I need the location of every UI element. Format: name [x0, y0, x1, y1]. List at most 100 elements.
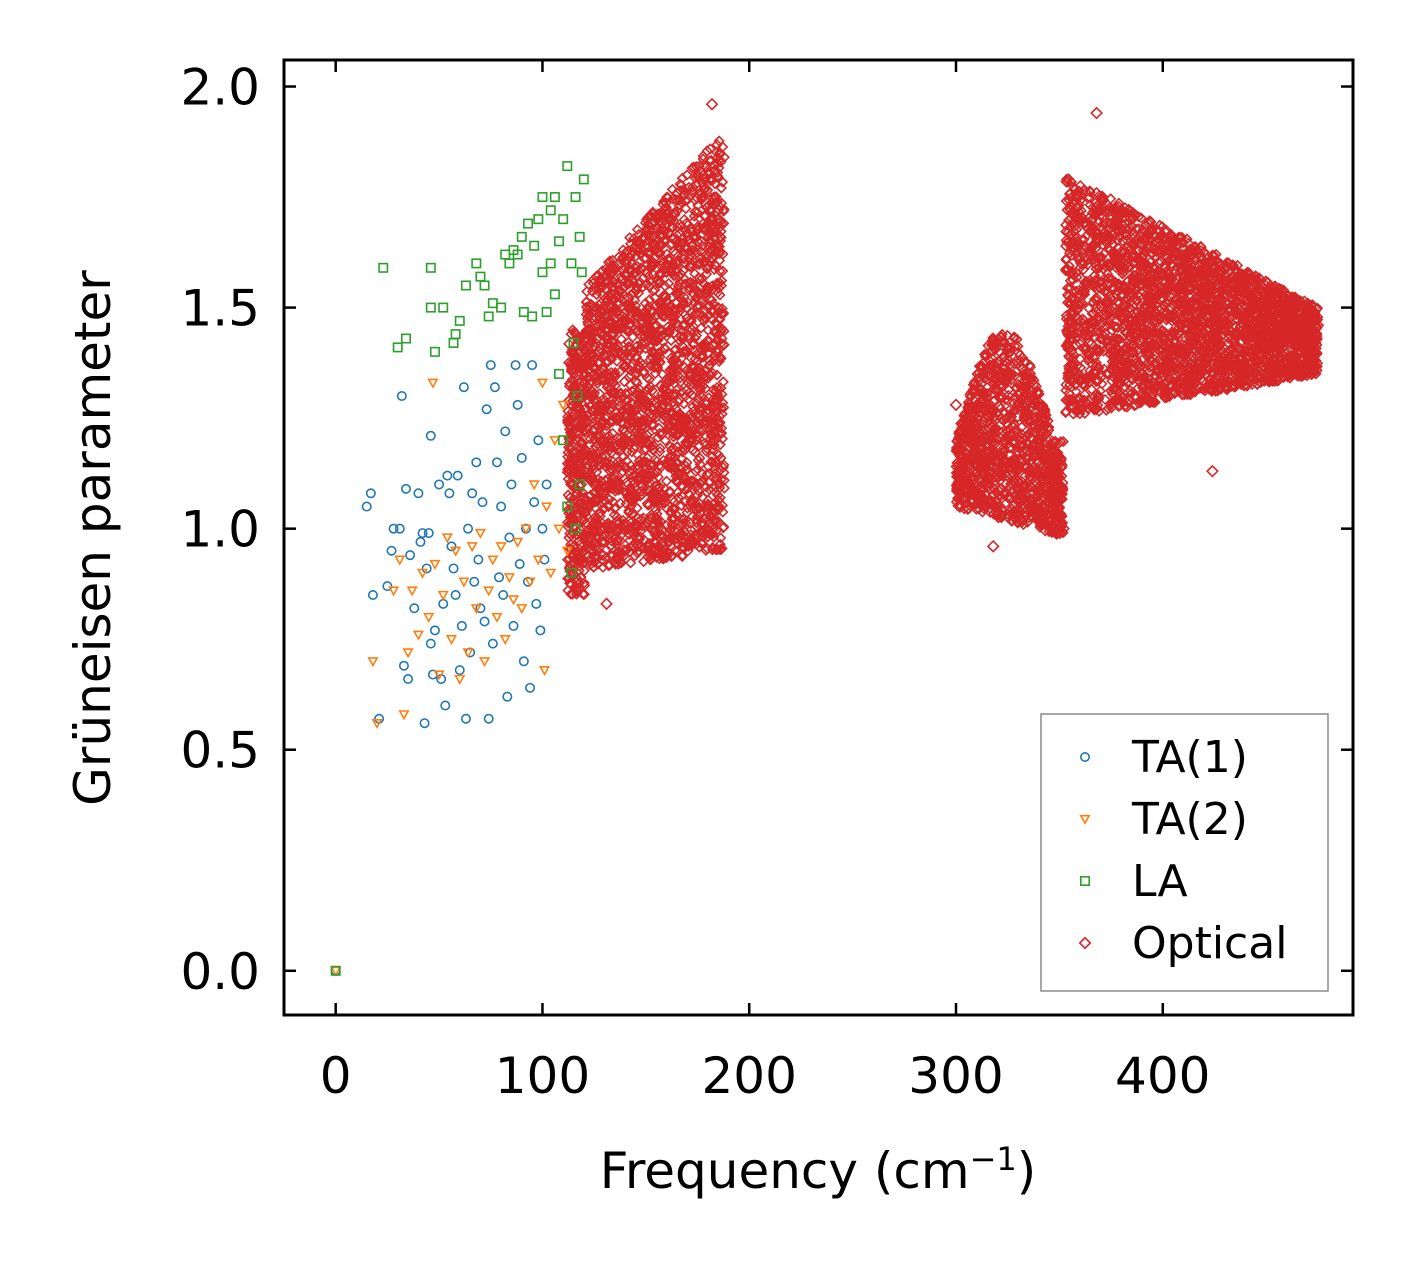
optical-point	[642, 391, 655, 404]
optical-point	[1037, 448, 1050, 460]
optical-point	[1077, 342, 1089, 354]
optical-point	[1137, 311, 1149, 323]
optical-point	[1021, 465, 1034, 478]
optical-point	[690, 538, 703, 550]
optical-point	[682, 330, 695, 342]
optical-point	[706, 294, 718, 306]
optical-point	[986, 407, 998, 419]
optical-point	[641, 401, 653, 413]
optical-point	[705, 456, 717, 468]
optical-point	[648, 394, 661, 406]
optical-point	[707, 174, 719, 186]
optical-point	[667, 396, 679, 408]
optical-point	[569, 371, 581, 383]
optical-point	[606, 535, 618, 547]
optical-point	[671, 357, 683, 369]
optical-point	[1000, 497, 1012, 509]
optical-point	[607, 284, 619, 296]
optical-point	[623, 506, 635, 519]
optical-point	[685, 496, 697, 508]
optical-point	[963, 477, 975, 489]
optical-point	[612, 439, 624, 452]
optical-point	[1016, 439, 1028, 451]
optical-point	[682, 540, 694, 553]
optical-point	[699, 312, 711, 324]
optical-point	[658, 195, 670, 208]
optical-point	[584, 544, 597, 556]
optical-point	[716, 176, 729, 188]
optical-point	[1012, 427, 1024, 440]
optical-point	[704, 483, 716, 496]
optical-point	[642, 514, 654, 526]
optical-point	[617, 391, 629, 403]
optical-point	[634, 276, 646, 288]
optical-point	[636, 458, 648, 470]
optical-point	[653, 239, 666, 251]
optical-point	[649, 292, 661, 304]
optical-point	[667, 314, 680, 326]
optical-point	[644, 280, 656, 293]
optical-point	[687, 401, 699, 413]
optical-point	[1027, 467, 1039, 479]
optical-point	[1030, 464, 1043, 477]
optical-point	[565, 478, 577, 491]
optical-point	[681, 345, 693, 357]
optical-point	[595, 456, 607, 468]
optical-point	[632, 287, 645, 299]
optical-point	[665, 334, 677, 347]
optical-point	[575, 438, 587, 451]
optical-point	[969, 415, 981, 427]
optical-point	[628, 524, 640, 536]
optical-point	[655, 255, 668, 267]
optical-point	[599, 400, 611, 412]
optical-point	[1025, 481, 1037, 493]
optical-point	[1049, 451, 1062, 463]
optical-point	[693, 501, 705, 513]
optical-point	[631, 532, 643, 544]
optical-point	[1005, 369, 1017, 381]
optical-point	[971, 368, 983, 380]
optical-point	[654, 445, 666, 458]
optical-point	[677, 346, 689, 358]
optical-point	[995, 510, 1007, 522]
optical-point	[577, 588, 589, 600]
optical-point	[691, 428, 703, 440]
optical-point	[602, 290, 614, 302]
optical-point	[643, 427, 656, 439]
optical-point	[709, 456, 722, 468]
optical-point	[714, 289, 726, 301]
optical-point	[1016, 445, 1028, 457]
optical-point	[972, 422, 984, 434]
optical-point	[715, 308, 727, 320]
optical-point	[679, 278, 691, 290]
optical-point	[614, 497, 627, 509]
optical-point	[592, 405, 604, 417]
optical-point	[986, 338, 998, 351]
optical-point	[609, 366, 621, 379]
optical-point	[1010, 392, 1022, 405]
optical-point	[1021, 461, 1033, 473]
optical-point	[618, 544, 630, 556]
optical-point	[997, 447, 1009, 459]
optical-point	[566, 348, 578, 360]
optical-point	[675, 179, 688, 191]
optical-point	[976, 493, 988, 505]
optical-point	[1012, 340, 1024, 352]
optical-point	[708, 242, 721, 254]
optical-point	[615, 323, 627, 335]
optical-point	[572, 400, 584, 412]
optical-point	[649, 529, 661, 541]
optical-point	[1001, 329, 1014, 342]
optical-point	[642, 241, 655, 253]
optical-point	[583, 339, 596, 352]
optical-point	[1041, 509, 1053, 522]
optical-point	[652, 496, 664, 508]
optical-point	[702, 324, 714, 336]
optical-point	[1014, 355, 1026, 367]
optical-point	[649, 329, 661, 341]
optical-point	[668, 352, 680, 365]
optical-point	[961, 444, 973, 456]
optical-point	[1012, 481, 1024, 493]
optical-point	[589, 450, 601, 463]
optical-point	[685, 223, 698, 235]
